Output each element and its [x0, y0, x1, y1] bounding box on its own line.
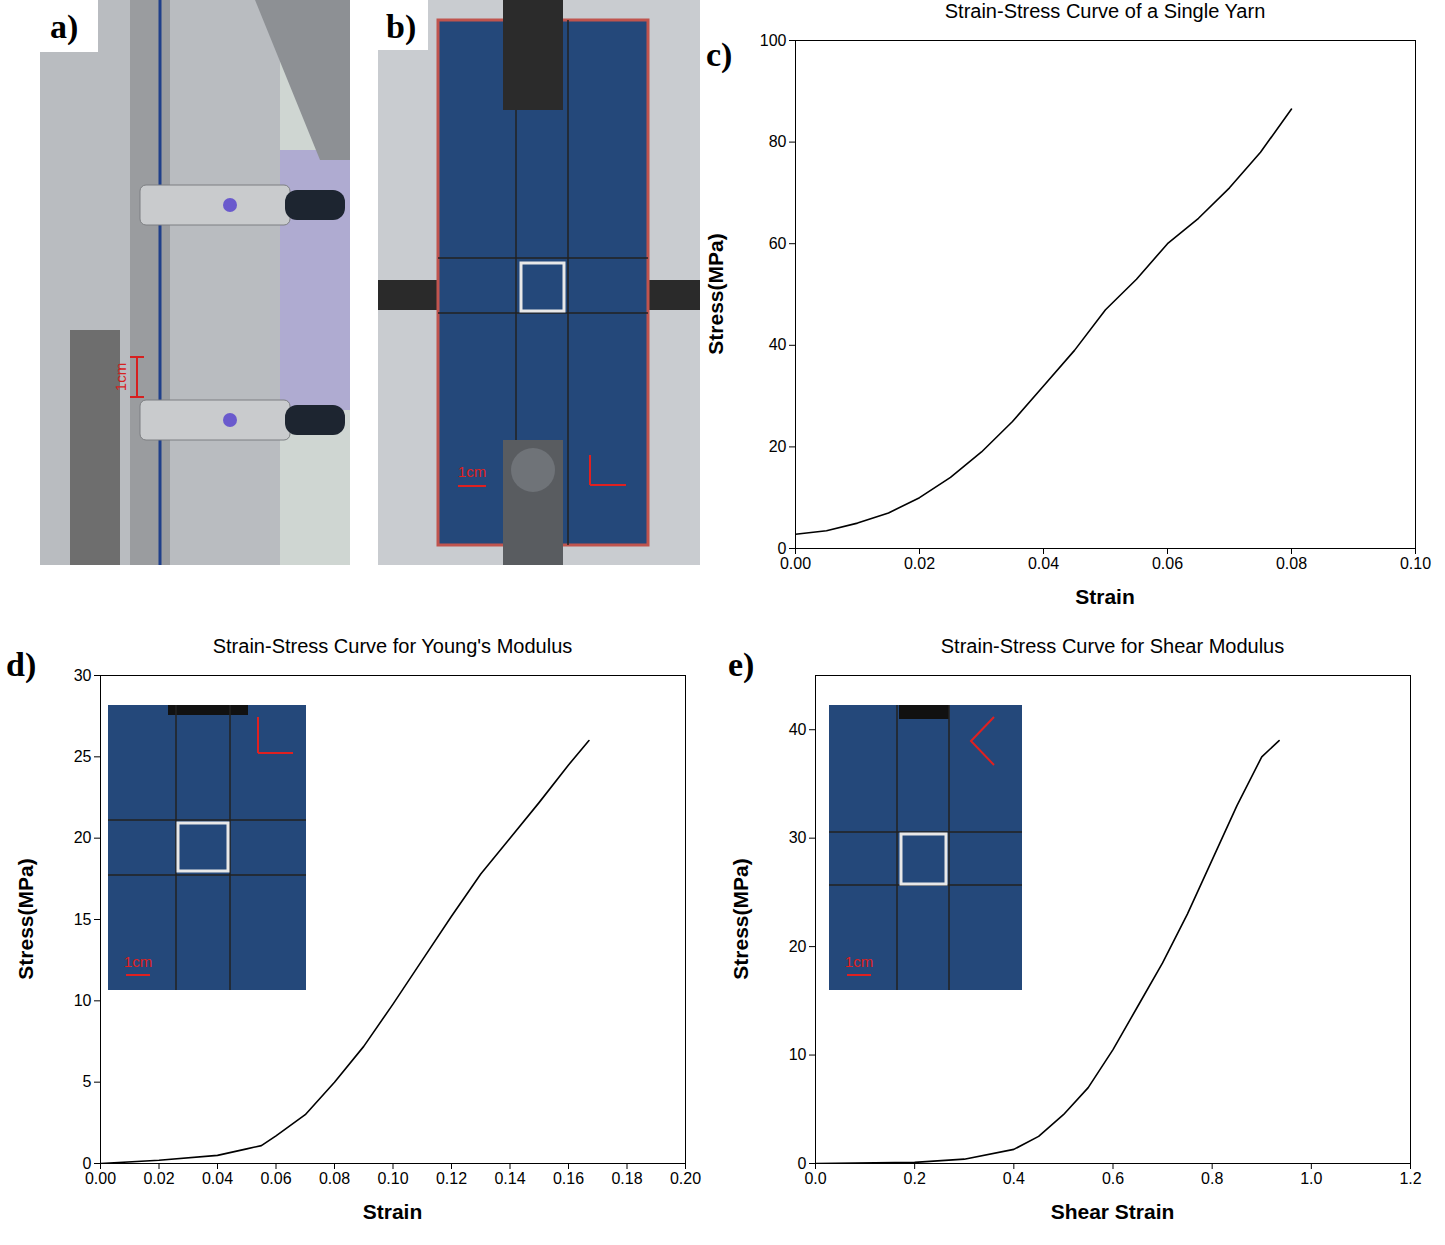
svg-text:0: 0 — [797, 1154, 807, 1172]
svg-text:1cm: 1cm — [458, 463, 486, 480]
svg-text:1cm: 1cm — [845, 953, 873, 970]
html-text:d): d) — [6, 646, 37, 683]
svg-text:80: 80 — [769, 133, 787, 150]
svg-text:0.0: 0.0 — [804, 1170, 826, 1187]
svg-text:5: 5 — [83, 1073, 92, 1090]
html-text:e): e) — [728, 646, 755, 683]
html-text:Strain-Stress Curve for Young': Strain-Stress Curve for Young's Modulus — [212, 635, 573, 657]
html-text:Stress(MPa): Stress(MPa) — [14, 858, 37, 980]
html-text:Stress(MPa): Stress(MPa) — [704, 233, 727, 355]
html-text:Shear Strain: Shear Strain — [1050, 1200, 1175, 1223]
svg-text:0.16: 0.16 — [553, 1170, 584, 1187]
svg-text:20: 20 — [769, 438, 787, 455]
svg-text:20: 20 — [789, 938, 807, 955]
svg-text:15: 15 — [74, 911, 92, 928]
html-text:Stress(MPa): Stress(MPa) — [729, 858, 752, 980]
html-text:Strain-Stress Curve for Shear: Strain-Stress Curve for Shear Modulus — [940, 635, 1285, 657]
svg-text:0: 0 — [777, 539, 787, 557]
svg-text:30: 30 — [74, 667, 92, 684]
svg-text:0.14: 0.14 — [494, 1170, 525, 1187]
svg-text:0.12: 0.12 — [436, 1170, 467, 1187]
svg-text:0.6: 0.6 — [1102, 1170, 1124, 1187]
svg-text:0.20: 0.20 — [670, 1170, 701, 1187]
svg-text:40: 40 — [789, 721, 807, 738]
svg-text:1cm: 1cm — [112, 363, 129, 391]
html-text:a): a) — [50, 8, 79, 45]
svg-text:0.00: 0.00 — [85, 1170, 116, 1187]
html-text:Strain: Strain — [362, 1200, 423, 1223]
html-text:c): c) — [706, 36, 733, 73]
html-text:Strain-Stress Curve of a Singl: Strain-Stress Curve of a Single Yarn — [944, 0, 1266, 22]
svg-text:0.08: 0.08 — [319, 1170, 350, 1187]
svg-text:0.02: 0.02 — [143, 1170, 174, 1187]
svg-text:0.08: 0.08 — [1276, 555, 1307, 572]
svg-text:10: 10 — [74, 992, 92, 1009]
svg-text:0.02: 0.02 — [904, 555, 935, 572]
svg-text:0.10: 0.10 — [377, 1170, 408, 1187]
svg-text:30: 30 — [789, 829, 807, 846]
html-text:Strain: Strain — [1075, 585, 1135, 608]
svg-text:0: 0 — [82, 1154, 92, 1172]
svg-text:0.06: 0.06 — [1152, 555, 1183, 572]
svg-text:1cm: 1cm — [124, 953, 152, 970]
svg-text:0.04: 0.04 — [202, 1170, 233, 1187]
svg-text:40: 40 — [769, 336, 787, 353]
svg-text:60: 60 — [769, 235, 787, 252]
svg-text:0.04: 0.04 — [1028, 555, 1059, 572]
svg-text:0.10: 0.10 — [1400, 555, 1431, 572]
svg-text:0.4: 0.4 — [1003, 1170, 1025, 1187]
svg-text:1.0: 1.0 — [1300, 1170, 1322, 1187]
svg-text:0.18: 0.18 — [611, 1170, 642, 1187]
svg-text:0.2: 0.2 — [904, 1170, 926, 1187]
svg-text:0.8: 0.8 — [1201, 1170, 1223, 1187]
svg-text:25: 25 — [74, 748, 92, 765]
svg-text:1.2: 1.2 — [1399, 1170, 1421, 1187]
svg-text:100: 100 — [760, 32, 787, 49]
svg-text:20: 20 — [74, 829, 92, 846]
svg-text:10: 10 — [789, 1046, 807, 1063]
html-text:b): b) — [386, 8, 417, 45]
svg-text:0.00: 0.00 — [780, 555, 811, 572]
svg-text:0.06: 0.06 — [260, 1170, 291, 1187]
